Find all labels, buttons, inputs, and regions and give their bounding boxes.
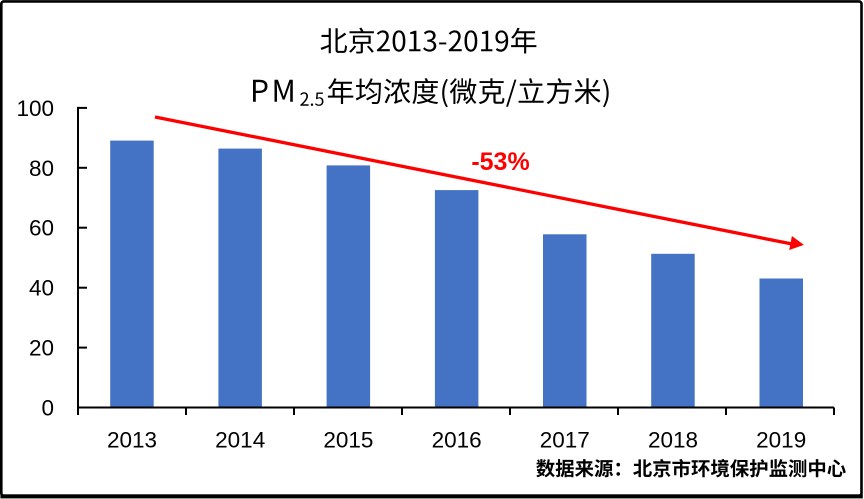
svg-text:20: 20 [29, 336, 54, 361]
svg-text:100: 100 [16, 96, 54, 121]
svg-text:2018: 2018 [648, 428, 698, 453]
svg-text:2019: 2019 [756, 428, 806, 453]
svg-text:80: 80 [29, 156, 54, 181]
svg-text:40: 40 [29, 276, 54, 301]
svg-text:2017: 2017 [540, 428, 590, 453]
svg-text:60: 60 [29, 216, 54, 241]
svg-text:2016: 2016 [432, 428, 482, 453]
svg-text:2013: 2013 [107, 428, 157, 453]
svg-text:0: 0 [41, 396, 54, 421]
svg-text:2014: 2014 [215, 428, 265, 453]
svg-text:-53%: -53% [471, 148, 529, 176]
svg-text:2015: 2015 [323, 428, 373, 453]
